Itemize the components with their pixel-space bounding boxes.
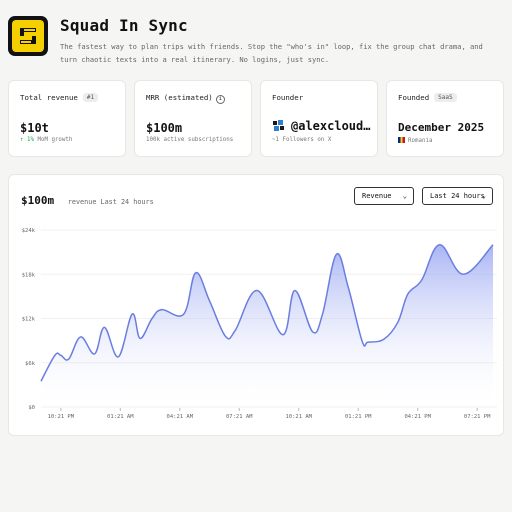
app-description: The fastest way to plan trips with frien… — [60, 42, 483, 64]
range-select[interactable]: Last 24 hours ⌄ — [422, 187, 493, 205]
revenue-chart-card: $100m revenue Last 24 hours Revenue ⌄ La… — [8, 174, 504, 436]
chart-header: $100m revenue Last 24 hours — [21, 189, 154, 208]
revenue-area-fill — [41, 244, 494, 407]
x-tick-label: 04:21 AM — [167, 414, 194, 420]
revenue-line — [40, 244, 494, 382]
y-tick-label: $24k — [22, 228, 36, 234]
mrr-label: MRR (estimated) i — [146, 93, 225, 104]
founded-country: Romania — [398, 137, 432, 144]
chart-revenue-total: $100m — [21, 194, 55, 207]
country-name: Romania — [408, 138, 433, 144]
chart-caption: revenue Last 24 hours — [67, 198, 154, 206]
mrr-value: $100m — [146, 121, 183, 135]
app-logo — [8, 16, 48, 56]
founded-date: December 2025 — [398, 121, 485, 134]
rank-badge: #1 — [82, 93, 99, 102]
y-tick-label: $6k — [25, 361, 36, 367]
info-icon[interactable]: i — [215, 95, 225, 104]
founded-card[interactable]: Founded SaaS December 2025 Romania — [386, 80, 504, 157]
total-revenue-card[interactable]: Total revenue #1 $10t ↑ 1% MoM growth — [8, 80, 126, 157]
chevron-down-icon: ⌄ — [402, 192, 407, 200]
app-title: Squad In Sync — [60, 16, 188, 35]
founder-avatar-icon — [273, 120, 284, 131]
growth-percent: 1% — [27, 137, 34, 143]
x-tick-label: 01:21 AM — [107, 414, 134, 420]
total-revenue-label-text: Total revenue — [20, 93, 78, 102]
mrr-label-text: MRR (estimated) — [146, 93, 213, 102]
app-header: Squad In Sync The fastest way to plan tr… — [8, 12, 504, 72]
founder-followers: ~1 Followers on X — [272, 137, 332, 143]
founder-label: Founder — [272, 93, 304, 102]
total-revenue-label: Total revenue #1 — [20, 93, 99, 102]
founded-label-text: Founded — [398, 93, 430, 102]
x-tick-label: 07:21 PM — [464, 414, 491, 420]
founder-handle[interactable]: @alexcloud… — [272, 119, 370, 133]
revenue-area-chart[interactable]: $0 $6k $12k $18k $24k 10:21 PM 01:21 AM 04:21 … — [9, 175, 505, 437]
metric-select[interactable]: Revenue ⌄ — [354, 187, 414, 205]
y-tick-label: $18k — [22, 272, 36, 278]
y-tick-label: $12k — [22, 317, 36, 323]
founded-label: Founded SaaS — [398, 93, 457, 102]
x-tick-label: 01:21 PM — [345, 414, 372, 420]
founder-card[interactable]: Founder @alexcloud… ~1 Followers on X — [260, 80, 378, 157]
total-revenue-value: $10t — [20, 121, 49, 135]
growth-text: ↑ 1% MoM growth — [20, 137, 72, 143]
up-arrow-icon: ↑ — [20, 137, 24, 143]
x-tick-label: 07:21 AM — [226, 414, 253, 420]
metric-select-value: Revenue — [362, 192, 392, 200]
x-tick-label: 10:21 PM — [48, 414, 75, 420]
chevron-down-icon: ⌄ — [481, 192, 486, 200]
category-badge: SaaS — [434, 93, 457, 102]
romania-flag-icon — [398, 137, 405, 143]
founder-handle-text: @alexcloud… — [291, 119, 371, 133]
x-tick-label: 04:21 PM — [404, 414, 431, 420]
range-select-value: Last 24 hours — [430, 192, 485, 200]
y-tick-label: $0 — [28, 405, 35, 411]
growth-label: MoM growth — [37, 137, 73, 143]
mrr-subscriptions: 100k active subscriptions — [146, 137, 234, 143]
x-tick-label: 10:21 AM — [285, 414, 312, 420]
mrr-card[interactable]: MRR (estimated) i $100m 100k active subsc… — [134, 80, 252, 157]
